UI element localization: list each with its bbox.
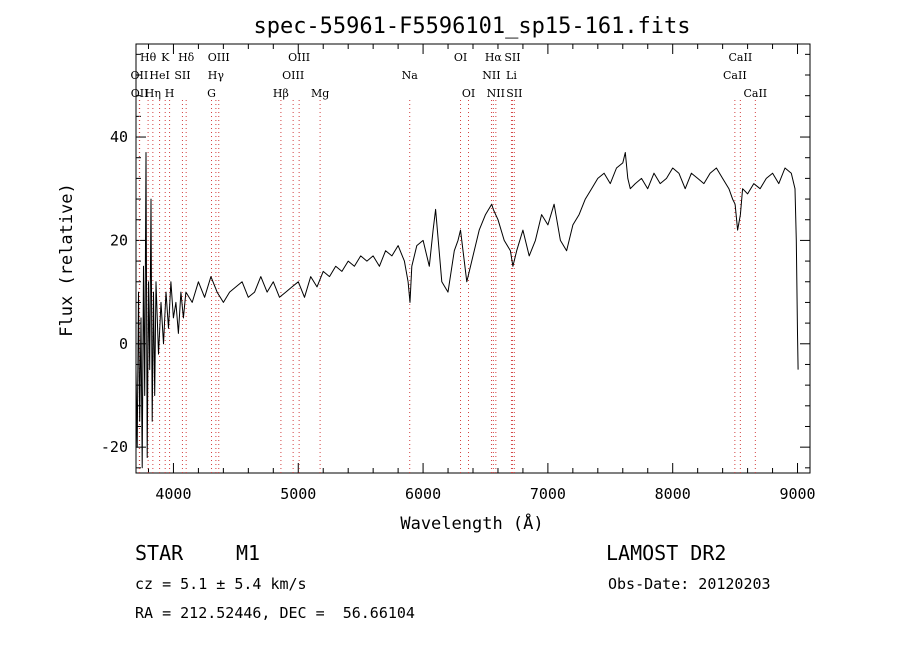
x-tick-label: 4000 (155, 485, 191, 503)
plot-frame (135, 43, 811, 474)
chart-title: spec-55961-F5596101_sp15-161.fits (253, 14, 690, 39)
spectral-line-label: Hδ (178, 51, 195, 64)
x-tick-label: 6000 (405, 485, 441, 503)
spectral-line-label: Hη (145, 87, 161, 100)
x-axis-label: Wavelength (Å) (400, 512, 543, 534)
spectral-line-label: OI (454, 51, 467, 64)
spectral-line-label: OII (131, 69, 149, 82)
x-tick-label: 5000 (280, 485, 316, 503)
spectral-line-label: HeI (149, 69, 169, 82)
observation-date: Obs-Date: 20120203 (608, 575, 771, 593)
spectral-line-label: G (207, 87, 216, 100)
spectral-line-label: CaII (729, 51, 753, 64)
ra-dec-coordinates: RA = 212.52446, DEC = 56.66104 (135, 604, 415, 622)
y-tick-label: -20 (101, 438, 128, 456)
redshift-cz: cz = 5.1 ± 5.4 km/s (135, 575, 307, 593)
object-subclass: M1 (236, 541, 261, 565)
spectral-line-label: OIII (282, 69, 304, 82)
y-axis-label: Flux (relative) (57, 183, 77, 337)
x-tick-label: 9000 (779, 485, 815, 503)
spectral-line-label: SII (504, 51, 520, 64)
spectral-line-label: Na (402, 69, 419, 82)
spectral-line-label: OII (131, 87, 149, 100)
x-tick-label: 8000 (655, 485, 691, 503)
spectral-line-label: SII (506, 87, 522, 100)
spectral-line-label: OIII (288, 51, 310, 64)
object-class: STAR (135, 541, 184, 565)
y-tick-label: 0 (119, 335, 128, 353)
spectral-line-label: Hα (485, 51, 503, 64)
spectral-line-label: NII (487, 87, 505, 100)
spectral-line-label: SII (174, 69, 190, 82)
spectral-line-label: Hβ (273, 87, 289, 100)
spectrum-series-line (135, 152, 799, 469)
spectral-line-label: Hγ (208, 69, 225, 82)
spectral-line-label: H (165, 87, 175, 100)
survey-name: LAMOST DR2 (606, 541, 727, 565)
y-tick-label: 40 (110, 128, 128, 146)
spectral-line-label: CaII (743, 87, 767, 100)
spectral-line-label: OIII (208, 51, 230, 64)
spectral-line-label: CaII (723, 69, 747, 82)
spectral-line-label: NII (482, 69, 500, 82)
spectral-line-label: OI (462, 87, 475, 100)
spectral-line-label: Mg (311, 87, 329, 100)
x-tick-label: 7000 (530, 485, 566, 503)
y-tick-label: 20 (110, 231, 128, 249)
spectral-line-label: K (161, 51, 170, 64)
spectral-line-label: Li (506, 69, 517, 82)
spectral-line-label: Hθ (140, 51, 157, 64)
